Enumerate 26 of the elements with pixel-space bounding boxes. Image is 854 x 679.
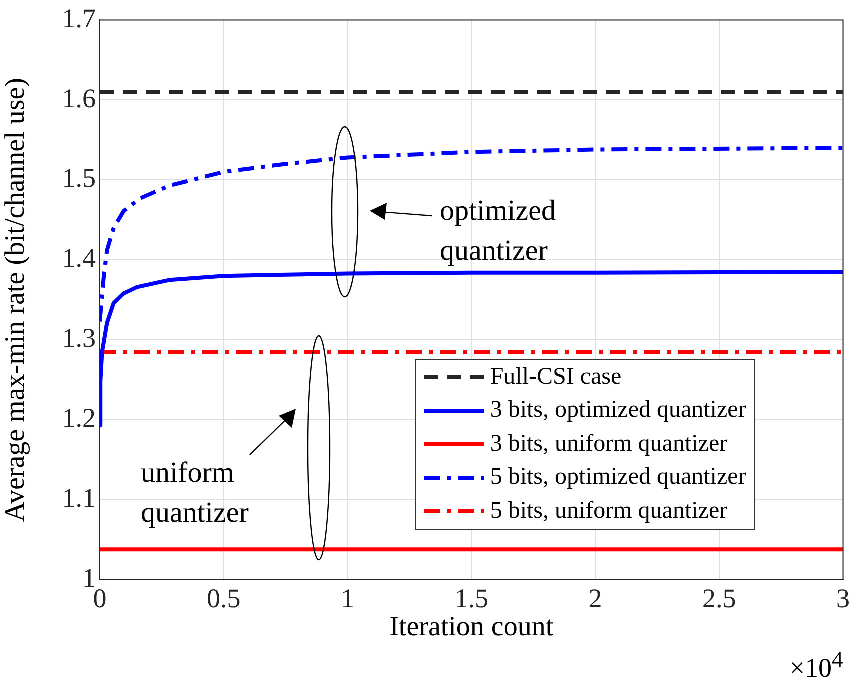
x-tick-label: 0 [93, 583, 107, 614]
y-tick-label: 1.6 [62, 83, 96, 114]
y-tick-label: 1.7 [62, 3, 96, 34]
x-axis-title: Iteration count [390, 612, 554, 643]
y-tick-label: 1 [82, 563, 96, 594]
legend-label: 5 bits, optimized quantizer [490, 463, 746, 492]
y-tick-label: 1.3 [62, 323, 96, 354]
line-series [100, 146, 844, 324]
legend-label: 3 bits, uniform quantizer [490, 430, 728, 458]
annotation: uniform quantizer [141, 456, 250, 532]
legend-label: 3 bits, optimized quantizer [490, 396, 746, 425]
y-tick-label: 1.5 [62, 163, 96, 194]
x-tick-label: 2.5 [702, 583, 736, 614]
text: ×10$^{4}$ [790, 646, 844, 679]
y-tick-label: 1.4 [62, 243, 96, 274]
x-tick-label: 2 [588, 583, 602, 614]
y-tick-label: 1.2 [62, 403, 96, 434]
legend-label: 5 bits, uniform quantizer [490, 496, 728, 526]
x-tick-label: 1.5 [454, 583, 488, 614]
x-tick-label: 1 [341, 583, 354, 614]
y-axis-title: Average max-min rate (bit/channel use) [0, 78, 32, 522]
y-tick-label: 1.1 [62, 483, 96, 514]
annotation: optimized quantizer [440, 194, 557, 270]
x-tick-label: 0.5 [207, 583, 241, 614]
x-tick-label: 3 [836, 583, 850, 614]
legend-label: Full-CSI case [490, 362, 622, 392]
